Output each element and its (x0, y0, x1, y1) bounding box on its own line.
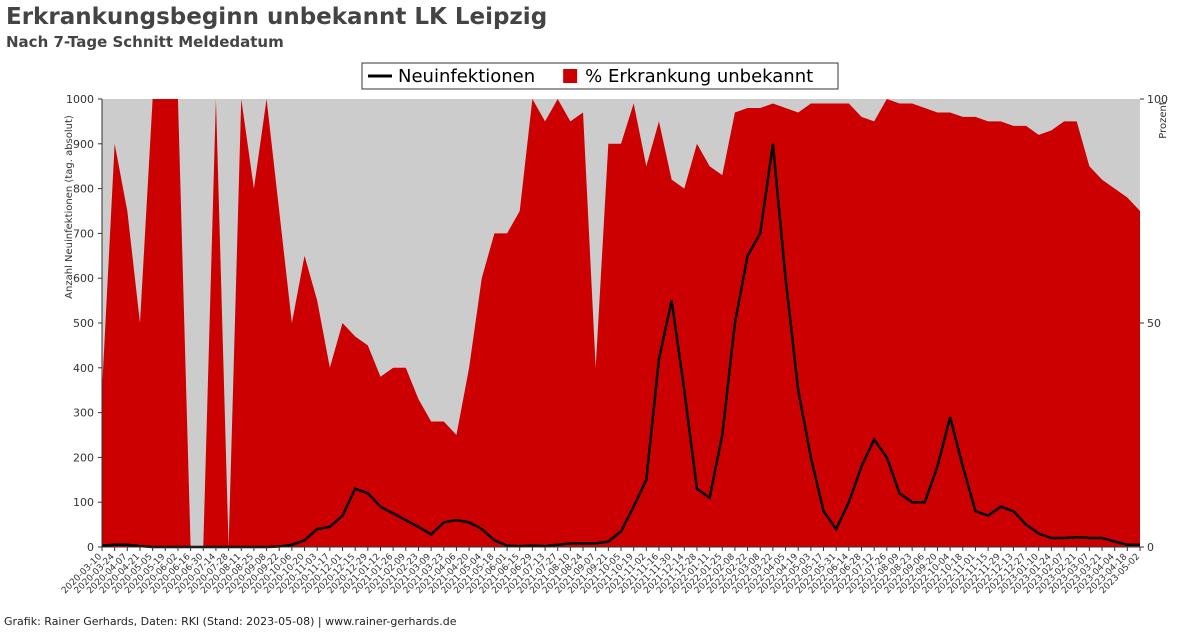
y2-axis-label: Prozent (1158, 101, 1169, 139)
y-tick-label: 900 (73, 138, 94, 151)
y-tick-label: 500 (73, 317, 94, 330)
y2-tick-label: 0 (1147, 541, 1154, 554)
y-tick-label: 800 (73, 183, 94, 196)
area (102, 99, 1140, 547)
legend-swatch (563, 69, 578, 83)
source: Grafik: Rainer Gerhards, Daten: RKI (Sta… (4, 615, 457, 628)
chart-subtitle: Nach 7-Tage Schnitt Meldedatum (6, 33, 284, 51)
y-tick-label: 1000 (66, 93, 94, 106)
y-tick-label: 600 (73, 272, 94, 285)
y-axis-label: Anzahl Neuinfektionen (tag. absolut) (64, 115, 75, 299)
chart-title: Erkrankungsbeginn unbekannt LK Leipzig (6, 4, 547, 30)
y-tick-label: 0 (87, 541, 94, 554)
legend: Neuinfektionen % Erkrankung unbekannt (361, 62, 839, 90)
y-tick-label: 200 (73, 451, 94, 464)
y-tick-label: 300 (73, 407, 94, 420)
legend-label: % Erkrankung unbekannt (585, 66, 813, 87)
y-tick-label: 400 (73, 362, 94, 375)
legend-label: Neuinfektionen (398, 66, 535, 87)
y2-tick-label: 100 (1147, 93, 1168, 106)
y-tick-label: 100 (73, 496, 94, 509)
legend-box (361, 62, 839, 90)
y2-tick-label: 50 (1147, 317, 1161, 330)
y-tick-label: 700 (73, 227, 94, 240)
